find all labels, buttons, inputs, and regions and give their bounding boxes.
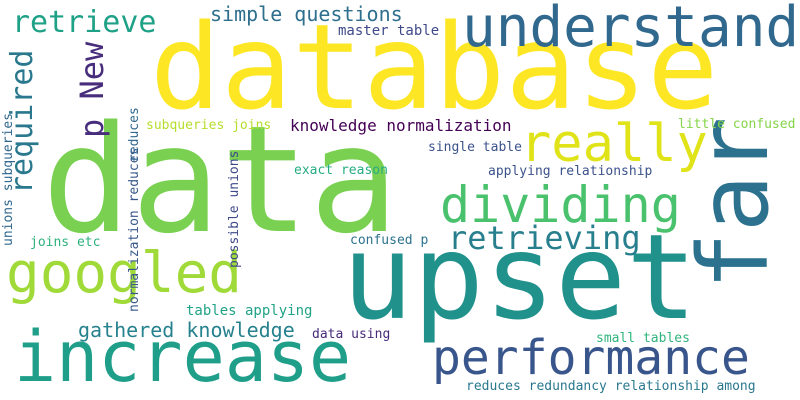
word-p-new: p New <box>73 41 111 138</box>
word-single-table: single table <box>428 140 522 155</box>
word-performance: performance <box>432 330 750 386</box>
word-master-table: master table <box>338 23 440 39</box>
word-possible-unions: possible unions <box>227 150 242 268</box>
word-simple-questions: simple questions <box>210 2 403 26</box>
word-data: data <box>42 94 399 266</box>
word-really: really <box>520 114 708 174</box>
word-retrieve: retrieve <box>12 5 157 40</box>
word-joins-etc: joins etc <box>30 235 101 250</box>
word-knowledge-normalization: knowledge normalization <box>290 116 512 135</box>
word-dividing: dividing <box>440 176 681 234</box>
word-little-confused: little confused <box>678 117 796 132</box>
word-exact-reason: exact reason <box>294 163 388 178</box>
word-tables-applying: tables applying <box>186 303 313 319</box>
word-understand: understand <box>462 0 800 60</box>
word-increase: increase <box>14 316 352 398</box>
word-googled: googled <box>6 241 243 306</box>
word-reduces-redundancy-relationship-among: reduces redundancy relationship among <box>466 379 756 394</box>
word-upset: upset <box>342 208 698 346</box>
word-retrieving: retrieving <box>448 219 641 257</box>
word-confused-p: confused p <box>350 233 429 248</box>
word-subqueries-joins: subqueries joins <box>146 118 272 133</box>
word-data-using: data using <box>312 327 391 342</box>
word-gathered-knowledge: gathered knowledge <box>78 318 295 342</box>
word-small-tables: small tables <box>596 331 690 346</box>
word-database: database <box>150 0 719 136</box>
word-normalization-reduces: normalization reduces <box>127 147 142 312</box>
word-applying-relationship: applying relationship <box>488 164 653 179</box>
word-unions-subqueries: unions subqueries <box>1 112 16 246</box>
